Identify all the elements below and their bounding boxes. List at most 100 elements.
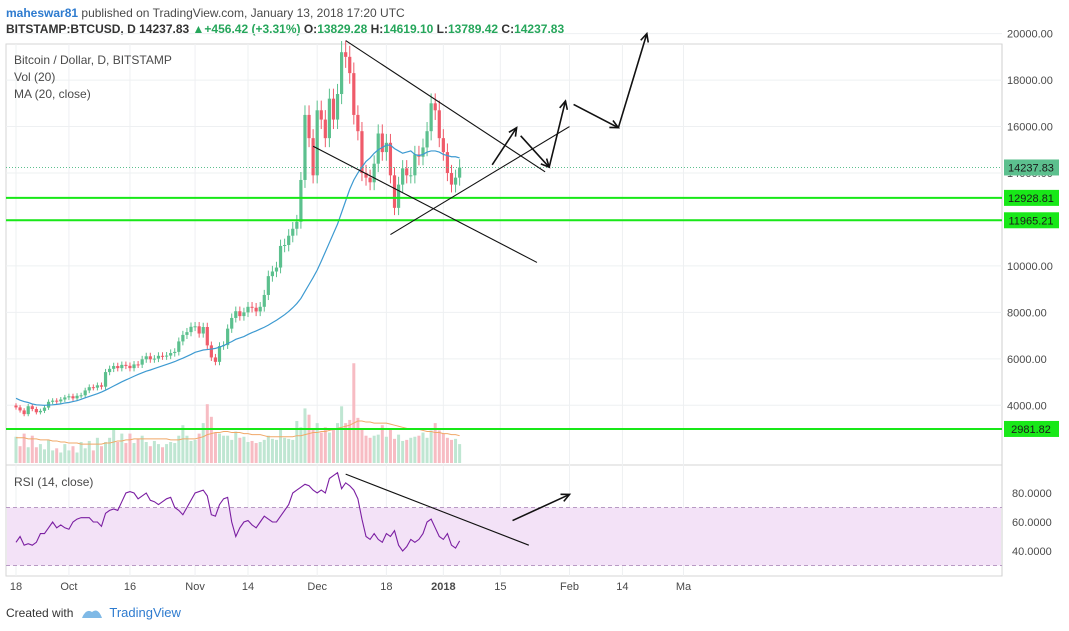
price-label-box: 2981.82 (1004, 420, 1059, 437)
volume-bar (299, 427, 303, 463)
price-tick-label: 20000.00 (1007, 29, 1053, 41)
candle-body (193, 326, 197, 328)
price-label-box: 14237.83 (1004, 159, 1059, 176)
candle-body (91, 387, 95, 389)
volume-bar (274, 439, 278, 463)
rsi-forecast-arrow (512, 493, 570, 522)
candle-body (79, 395, 83, 397)
candle-body (51, 400, 55, 402)
price-label-bg (1004, 420, 1059, 437)
volume-bar (246, 442, 250, 463)
volume-bar (59, 452, 63, 463)
forecast-arrow-5 (617, 33, 648, 128)
candle-body (380, 133, 384, 153)
rsi-band (7, 507, 1001, 566)
candle-body (136, 364, 140, 366)
candle-body (303, 114, 307, 180)
time-tick-label: 18 (10, 581, 22, 593)
volume-bar (67, 450, 71, 463)
candle-body (59, 399, 63, 402)
volume-bar (201, 423, 205, 463)
ticker-bar: BITSTAMP:BTCUSD, D 14237.83 ▲+456.42 (+3… (6, 22, 564, 36)
forecast-arrow-3-head (559, 99, 569, 110)
volume-bar (152, 440, 156, 463)
tradingview-link[interactable]: TradingView (109, 605, 181, 620)
candle-body (413, 154, 417, 176)
candle-body (429, 103, 433, 132)
price-label-bg (1004, 159, 1059, 176)
candle-body (120, 364, 124, 369)
volume-bar (63, 444, 67, 463)
time-tick-label: Dec (307, 581, 327, 593)
close-label: C: (501, 22, 515, 36)
ticker-symbol[interactable]: BITSTAMP:BTCUSD, D (6, 22, 136, 36)
trend-line-support (390, 126, 570, 236)
candle-body (181, 334, 185, 342)
time-tick-label: 15 (494, 581, 506, 593)
candle-body (238, 311, 242, 317)
price-tick-label: 8000.00 (1007, 307, 1047, 319)
high-value: 14619.10 (383, 22, 434, 36)
price-label-text: 11965.21 (1008, 215, 1053, 227)
forecast-arrow-3 (548, 100, 567, 168)
candle-body (26, 406, 30, 415)
volume-bar (234, 431, 238, 463)
candle-body (344, 52, 348, 57)
candle-body (348, 56, 352, 74)
candle-body (185, 332, 189, 335)
publish-header: maheswar81 published on TradingView.com,… (6, 4, 405, 22)
open-label: O: (303, 22, 318, 36)
rsi-pane (6, 471, 1002, 566)
volume-bar (189, 440, 193, 463)
volume-bar (79, 442, 83, 463)
volume-bar (218, 433, 221, 463)
moving-average (15, 144, 460, 406)
publish-info: published on TradingView.com, January 13… (81, 6, 405, 20)
price-label-bg (1004, 189, 1059, 206)
time-tick-label: 14 (242, 581, 254, 593)
rsi-line (15, 471, 461, 552)
candle-body (384, 142, 388, 153)
ticker-last: 14237.83 (139, 22, 190, 36)
candle-body (262, 294, 266, 307)
candle-body (75, 395, 79, 399)
candle-body (388, 142, 393, 176)
volume-bar (360, 428, 364, 463)
volume-bar (279, 429, 283, 463)
volume-bar (344, 423, 348, 463)
volume-bar (47, 439, 51, 463)
created-with-text: Created with (6, 605, 74, 620)
volume-bar (91, 450, 95, 463)
candle-body (128, 365, 132, 369)
author-link[interactable]: maheswar81 (6, 6, 79, 20)
forecast-arrow-4 (573, 103, 619, 129)
volume-bar (331, 429, 335, 463)
volume-bar (445, 437, 449, 463)
volume-bar (42, 449, 46, 463)
close-value: 14237.83 (514, 22, 565, 36)
volume-bar (356, 417, 360, 463)
volume-bar (104, 442, 108, 463)
candle-body (274, 267, 279, 272)
volume-bar (177, 435, 181, 463)
volume-bar (112, 429, 116, 463)
volume-bar (393, 438, 397, 463)
chart-title: Bitcoin / Dollar, D, BITSTAMP (14, 53, 172, 67)
volume-bar (380, 425, 384, 463)
low-value: 13789.42 (448, 22, 499, 36)
volume-bar (132, 443, 136, 463)
candle-body (445, 152, 450, 173)
candle-body (270, 271, 275, 277)
candle-body (437, 110, 441, 139)
candle-body (327, 98, 331, 139)
candle-body (283, 245, 287, 247)
support-lines (6, 166, 1002, 430)
volume-bar (433, 423, 437, 463)
tradingview-logo-icon (82, 609, 103, 618)
volume-bar (421, 432, 425, 463)
price-tick-label: 16000.00 (1007, 122, 1053, 134)
price-tick-label: 18000.00 (1007, 75, 1053, 87)
candle-body (201, 327, 205, 334)
price-label-box: 12928.81 (1004, 189, 1059, 206)
